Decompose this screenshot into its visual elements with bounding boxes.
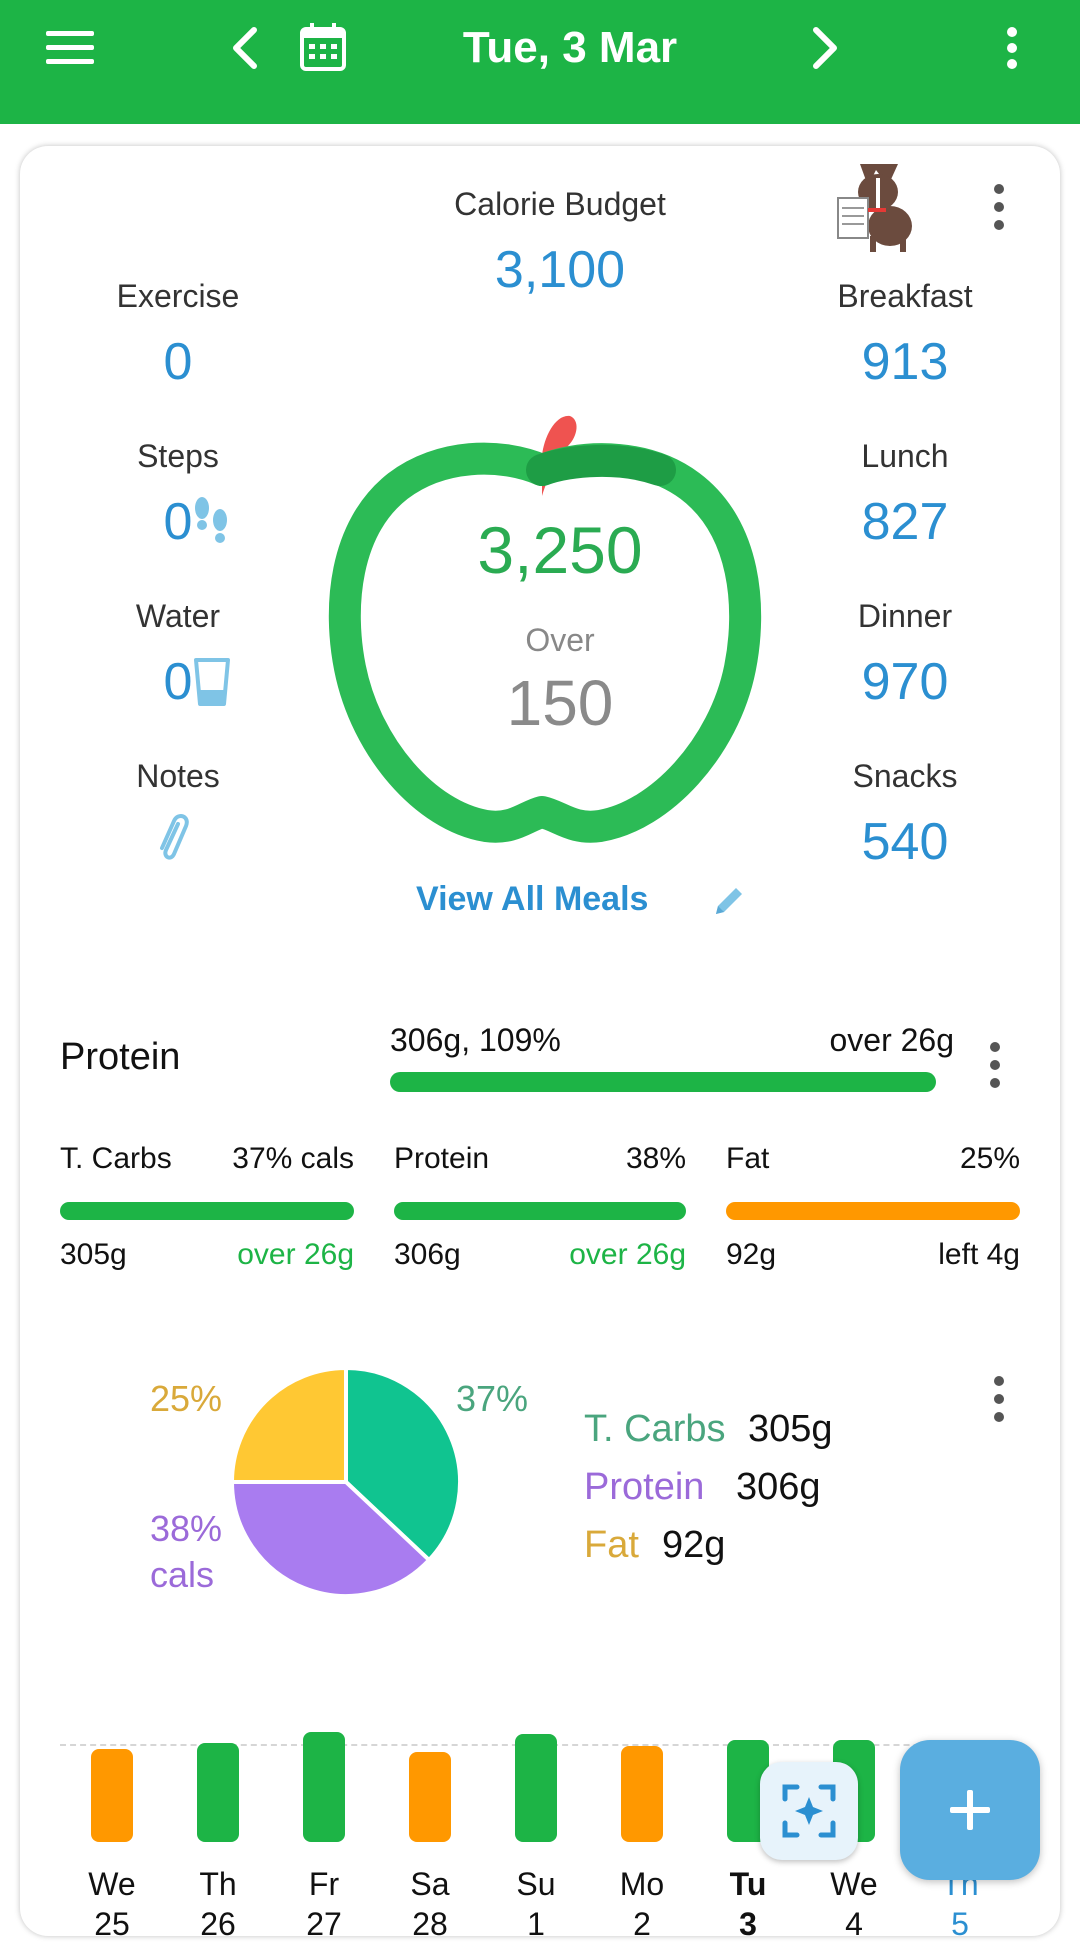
week-day-label: Mo bbox=[619, 1866, 665, 1902]
legend-carbs-amount: 305g bbox=[748, 1408, 833, 1450]
week-day-label: We bbox=[88, 1866, 136, 1902]
plus-icon bbox=[950, 1790, 990, 1830]
week-bar-3[interactable] bbox=[409, 1752, 451, 1842]
macro-protein-grams: 306g bbox=[394, 1238, 461, 1271]
pencil-icon[interactable] bbox=[710, 884, 750, 924]
week-date-label: 2 bbox=[633, 1906, 651, 1942]
legend-protein-amount: 306g bbox=[736, 1466, 821, 1508]
footprints-icon bbox=[190, 494, 240, 554]
week-bar-4[interactable] bbox=[515, 1734, 557, 1842]
protein-goal-status: over 26g bbox=[829, 1022, 954, 1058]
pie-label-carbs: 37% bbox=[456, 1378, 529, 1419]
macro-protein-status: over 26g bbox=[569, 1238, 686, 1271]
week-date-label: 28 bbox=[412, 1906, 448, 1942]
protein-goal-bar bbox=[390, 1072, 936, 1092]
legend-carbs-name: T. Carbs bbox=[584, 1408, 726, 1450]
calorie-apple-ring[interactable] bbox=[320, 346, 780, 986]
week-date-label: 4 bbox=[845, 1906, 863, 1942]
snacks-value[interactable]: 540 bbox=[861, 813, 949, 871]
water-label: Water bbox=[135, 598, 221, 634]
week-day-label: Sa bbox=[410, 1866, 450, 1902]
exercise-value[interactable]: 0 bbox=[163, 333, 193, 391]
exercise-label: Exercise bbox=[116, 278, 240, 314]
macro-carbs-pct: 37% cals bbox=[232, 1142, 354, 1175]
pie-slice-t-carbs bbox=[344, 1365, 462, 1563]
macro-fat-status: left 4g bbox=[938, 1238, 1020, 1271]
over-value: 150 bbox=[506, 667, 614, 739]
ai-scan-button[interactable] bbox=[760, 1762, 858, 1860]
week-date-label: 27 bbox=[306, 1906, 342, 1942]
top-app-bar: Tue, 3 Mar bbox=[0, 0, 1080, 124]
legend-fat-amount: 92g bbox=[662, 1524, 726, 1566]
macro-protein-name: Protein bbox=[394, 1142, 490, 1175]
lunch-value[interactable]: 827 bbox=[861, 493, 949, 551]
pie-label-fat: 25% bbox=[150, 1378, 223, 1419]
chevron-right-icon[interactable] bbox=[800, 22, 850, 74]
legend-fat-name: Fat bbox=[584, 1524, 639, 1566]
more-vert-icon[interactable] bbox=[994, 22, 1030, 74]
week-date-label: 25 bbox=[94, 1906, 130, 1942]
snacks-label: Snacks bbox=[852, 758, 958, 794]
water-value[interactable]: 0 bbox=[163, 653, 193, 711]
pie-label-protein-sub: cals bbox=[150, 1554, 215, 1595]
breakfast-label: Breakfast bbox=[837, 278, 973, 314]
week-day-label: Su bbox=[516, 1866, 556, 1902]
week-date-label: 26 bbox=[200, 1906, 236, 1942]
macro-fat-grams: 92g bbox=[726, 1238, 777, 1271]
week-day-label: We bbox=[830, 1866, 878, 1902]
macro-protein-pct: 38% bbox=[625, 1142, 686, 1175]
calorie-budget-label: Calorie Budget bbox=[454, 186, 666, 222]
week-bar-1[interactable] bbox=[197, 1743, 239, 1842]
pie-slice-protein bbox=[229, 1480, 432, 1598]
notes-label: Notes bbox=[136, 758, 220, 794]
calories-consumed: 3,250 bbox=[477, 513, 643, 587]
paperclip-icon[interactable] bbox=[154, 810, 194, 870]
macro-fat-name: Fat bbox=[726, 1142, 770, 1175]
macro-carbs-bar bbox=[60, 1202, 354, 1220]
current-date[interactable]: Tue, 3 Mar bbox=[462, 23, 678, 72]
macro-fat-bar bbox=[726, 1202, 1020, 1220]
week-day-label: Fr bbox=[308, 1866, 340, 1902]
macro-carbs-name: T. Carbs bbox=[60, 1142, 172, 1175]
add-entry-button[interactable] bbox=[900, 1740, 1040, 1880]
water-glass-icon bbox=[192, 656, 236, 712]
macro-fat-pct: 25% bbox=[959, 1142, 1020, 1175]
steps-label: Steps bbox=[137, 438, 219, 474]
calorie-budget-value[interactable]: 3,100 bbox=[494, 241, 626, 299]
view-all-meals-link[interactable]: View All Meals bbox=[416, 880, 649, 918]
week-day-label: Tu bbox=[729, 1866, 767, 1902]
week-bar-5[interactable] bbox=[621, 1746, 663, 1842]
dog-mascot-icon bbox=[830, 156, 920, 256]
week-day-label: Th bbox=[199, 1866, 237, 1902]
macro-carbs-grams: 305g bbox=[60, 1238, 127, 1271]
protein-goal-menu-icon[interactable] bbox=[990, 1042, 1000, 1096]
breakfast-value[interactable]: 913 bbox=[861, 333, 949, 391]
steps-value[interactable]: 0 bbox=[163, 493, 193, 551]
legend-protein-name: Protein bbox=[584, 1466, 705, 1508]
macro-protein-bar bbox=[394, 1202, 686, 1220]
sparkle-scan-icon bbox=[782, 1784, 836, 1838]
week-bar-0[interactable] bbox=[91, 1749, 133, 1842]
chevron-left-icon[interactable] bbox=[220, 22, 270, 74]
calendar-icon[interactable] bbox=[296, 20, 350, 74]
protein-goal-amount: 306g, 109% bbox=[390, 1022, 561, 1058]
macro-pie-chart[interactable] bbox=[226, 1362, 466, 1602]
week-date-label: 3 bbox=[739, 1906, 757, 1942]
summary-menu-icon[interactable] bbox=[994, 184, 1004, 238]
dinner-value[interactable]: 970 bbox=[861, 653, 949, 711]
daily-summary-card: Calorie Budget 3,100 Exercise 0 Steps 0 … bbox=[20, 146, 1060, 1942]
pie-menu-icon[interactable] bbox=[994, 1376, 1004, 1430]
week-bar-2[interactable] bbox=[303, 1732, 345, 1842]
week-date-label: 5 bbox=[951, 1906, 969, 1942]
macro-carbs-status: over 26g bbox=[237, 1238, 354, 1271]
weekly-bar-chart: We 25 Th 26 Fr 27 Sa 28 Su 1 Mo 2 Tu 3 We 4 Th 5 bbox=[20, 146, 1060, 1942]
over-label: Over bbox=[525, 622, 595, 658]
dinner-label: Dinner bbox=[857, 598, 953, 634]
menu-icon[interactable] bbox=[40, 22, 100, 74]
week-date-label: 1 bbox=[527, 1906, 545, 1942]
pie-label-protein: 38% bbox=[150, 1508, 223, 1549]
pie-slice-fat bbox=[229, 1365, 348, 1484]
lunch-label: Lunch bbox=[861, 438, 949, 474]
protein-goal-title: Protein bbox=[60, 1036, 181, 1078]
